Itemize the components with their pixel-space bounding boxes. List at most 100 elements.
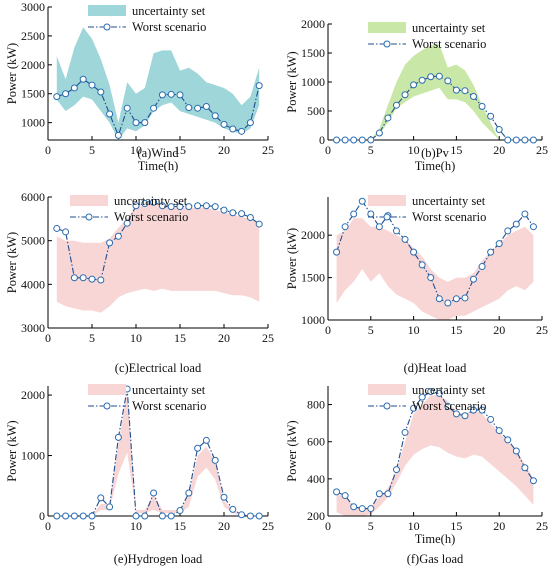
worst-scenario-point xyxy=(194,444,202,452)
x-tick-label: 25 xyxy=(262,331,274,345)
worst-scenario-point xyxy=(70,512,78,520)
legend: uncertainty set Worst scenario xyxy=(368,21,486,51)
worst-scenario-point xyxy=(487,248,495,256)
worst-scenario-point xyxy=(246,214,254,222)
worst-scenario-line xyxy=(336,75,534,141)
worst-scenario-point xyxy=(220,120,228,128)
worst-scenario-point xyxy=(512,220,520,228)
legend: uncertainty set Worst scenario xyxy=(368,194,486,224)
panel-caption: (b)Pv xyxy=(421,146,450,160)
worst-scenario-point xyxy=(211,203,219,211)
legend-marker xyxy=(85,213,93,221)
y-tick-label: 200 xyxy=(307,509,325,523)
worst-scenario-point xyxy=(246,119,254,127)
worst-scenario-point xyxy=(350,210,358,218)
worst-scenario-point xyxy=(229,125,237,133)
worst-scenario-point xyxy=(62,228,70,236)
worst-scenario-point xyxy=(358,197,366,205)
panel-caption: (f)Gas load xyxy=(407,552,464,566)
y-axis-label: Power (kW) xyxy=(285,420,299,481)
y-tick-label: 4000 xyxy=(21,277,45,291)
worst-scenario-point xyxy=(452,295,460,303)
x-tick-label: 25 xyxy=(536,323,548,337)
x-tick-label: 10 xyxy=(130,519,142,533)
legend-band-swatch xyxy=(70,195,108,206)
y-axis-label: Power (kW) xyxy=(285,228,299,289)
legend-band-label: uncertainty set xyxy=(412,194,486,208)
worst-scenario-point xyxy=(529,223,537,231)
worst-scenario-point xyxy=(150,489,158,497)
legend-band-label: uncertainty set xyxy=(132,383,206,397)
worst-scenario-point xyxy=(79,274,87,282)
worst-scenario-point xyxy=(132,512,140,520)
x-tick-label: 15 xyxy=(450,519,462,533)
panel-caption: (d)Heat load xyxy=(404,361,468,375)
x-tick-label: 5 xyxy=(89,519,95,533)
y-tick-label: 1500 xyxy=(301,271,325,285)
worst-scenario-point xyxy=(158,202,166,210)
worst-scenario-point xyxy=(167,90,175,98)
worst-scenario-point xyxy=(88,512,96,520)
x-tick-label: 0 xyxy=(45,331,51,345)
worst-scenario-point xyxy=(185,203,193,211)
worst-scenario-point xyxy=(521,464,529,472)
y-tick-label: 3000 xyxy=(21,321,45,335)
x-tick-label: 0 xyxy=(325,323,331,337)
legend-band-swatch xyxy=(88,384,126,395)
x-tick-label: 0 xyxy=(325,143,331,157)
worst-scenario-point xyxy=(123,219,131,227)
worst-scenario-point xyxy=(97,276,105,284)
x-tick-label: 10 xyxy=(408,143,420,157)
panel-caption: (e)Hydrogen load xyxy=(114,552,203,566)
worst-scenario-point xyxy=(461,87,469,95)
worst-scenario-point xyxy=(401,428,409,436)
worst-scenario-point xyxy=(392,466,400,474)
worst-scenario-point xyxy=(114,232,122,240)
worst-scenario-point xyxy=(452,410,460,418)
worst-scenario-point xyxy=(238,210,246,218)
worst-scenario-point xyxy=(255,220,263,228)
worst-scenario-point xyxy=(384,114,392,122)
worst-scenario-point xyxy=(211,112,219,120)
worst-scenario-point xyxy=(211,456,219,464)
x-tick-label: 20 xyxy=(218,331,230,345)
worst-scenario-point xyxy=(158,512,166,520)
worst-scenario-point xyxy=(470,406,478,414)
worst-scenario-point xyxy=(495,240,503,248)
x-tick-label: 15 xyxy=(174,519,186,533)
chart-panel-electrical: 0 5 10 15 20 25 3000 4000 5000 6000 Power (kW) (c)E… xyxy=(5,190,274,375)
worst-scenario-point xyxy=(97,88,105,96)
x-tick-label: 5 xyxy=(368,143,374,157)
worst-scenario-point xyxy=(367,210,375,218)
worst-scenario-point xyxy=(238,127,246,135)
worst-scenario-point xyxy=(461,294,469,302)
x-tick-label: 25 xyxy=(262,519,274,533)
x-tick-label: 15 xyxy=(450,143,462,157)
legend: uncertainty set Worst scenario xyxy=(88,383,206,413)
worst-scenario-point xyxy=(53,512,61,520)
x-tick-label: 0 xyxy=(45,143,51,157)
x-tick-label: 10 xyxy=(408,323,420,337)
legend-line-label: Worst scenario xyxy=(412,399,486,413)
worst-scenario-point xyxy=(358,136,366,144)
legend-marker xyxy=(103,402,111,410)
worst-scenario-point xyxy=(106,503,114,511)
y-tick-label: 600 xyxy=(307,435,325,449)
uncertainty-band xyxy=(56,203,260,313)
worst-scenario-point xyxy=(392,101,400,109)
uncertainty-band xyxy=(56,27,260,141)
legend-marker xyxy=(383,402,391,410)
legend-marker xyxy=(103,23,111,31)
x-tick-label: 20 xyxy=(493,519,505,533)
legend-band-label: uncertainty set xyxy=(132,4,206,18)
y-axis-label: Power (kW) xyxy=(285,51,299,112)
worst-scenario-point xyxy=(194,202,202,210)
worst-scenario-point xyxy=(375,490,383,498)
worst-scenario-point xyxy=(255,82,263,90)
worst-scenario-point xyxy=(185,104,193,112)
legend-line-label: Worst scenario xyxy=(412,37,486,51)
worst-scenario-point xyxy=(53,224,61,232)
x-axis-label: Time(h) xyxy=(415,532,456,546)
worst-scenario-point xyxy=(529,477,537,485)
